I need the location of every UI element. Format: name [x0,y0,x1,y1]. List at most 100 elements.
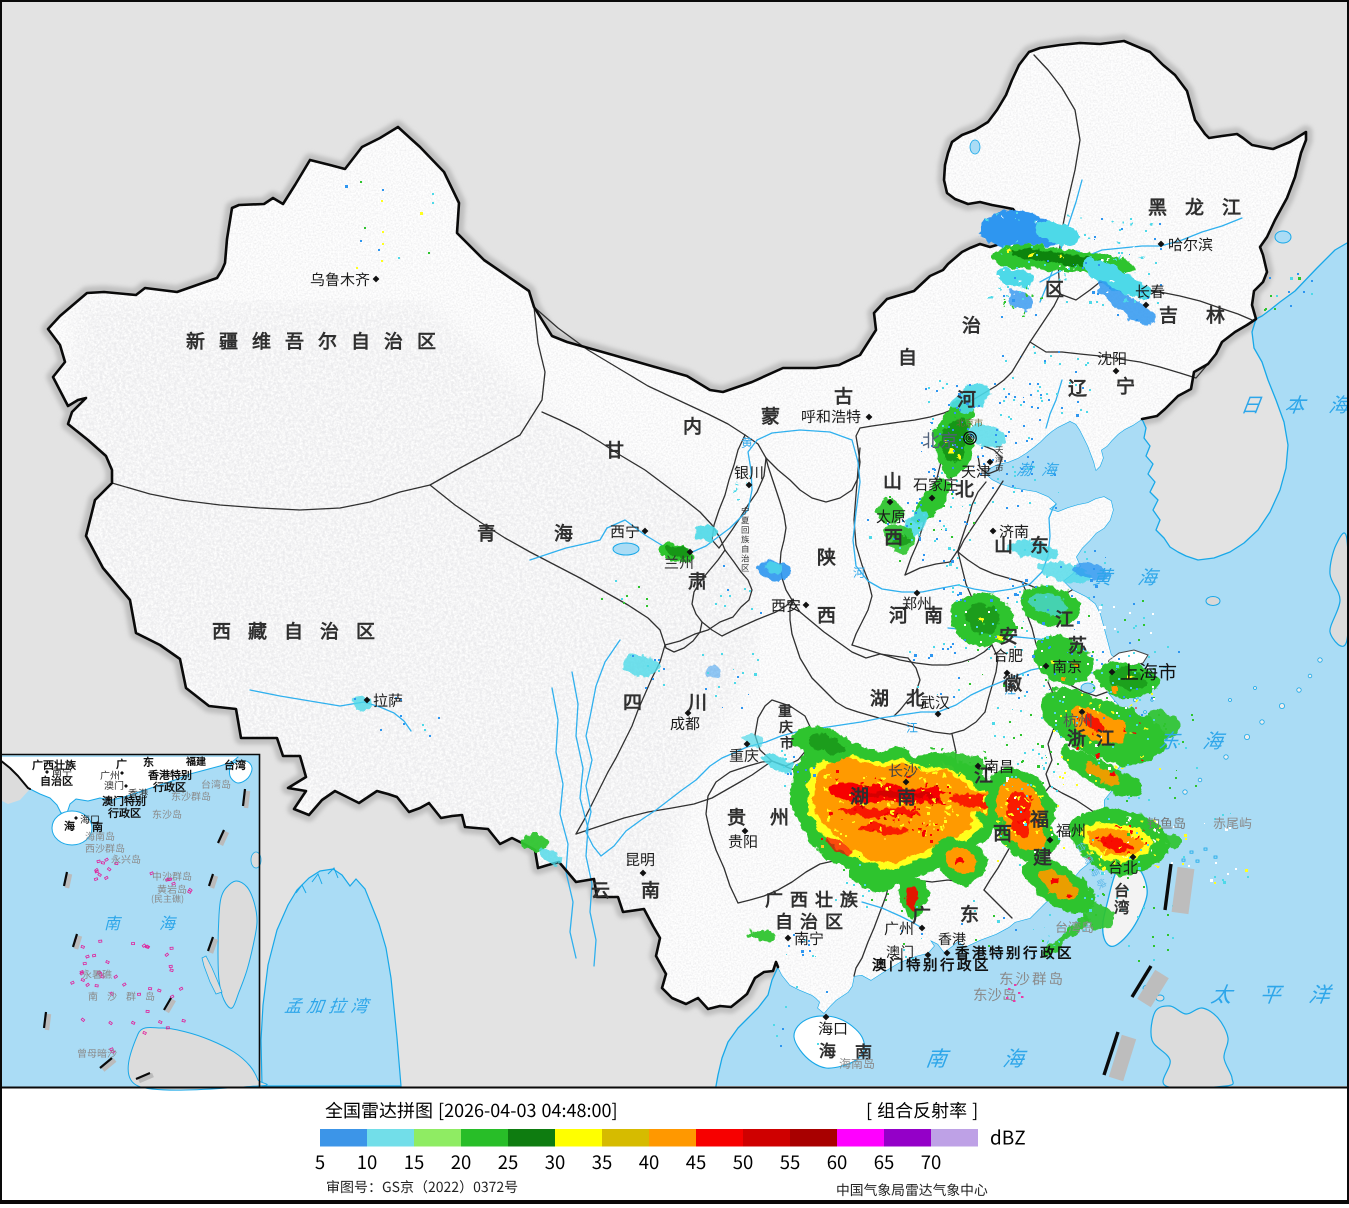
svg-text:石家庄: 石家庄 [913,474,958,495]
svg-text:自治区: 自治区 [775,908,850,934]
svg-text:治: 治 [741,553,750,565]
svg-text:湖: 湖 [850,782,869,809]
svg-text:黄岩岛: 黄岩岛 [157,881,187,896]
svg-text:中国气象局雷达气象中心: 中国气象局雷达气象中心 [836,1179,988,1199]
svg-text:东: 东 [143,754,154,770]
svg-text:新疆维吾尔自治区: 新疆维吾尔自治区 [186,327,450,354]
svg-text:川: 川 [687,688,707,715]
svg-text:自: 自 [741,543,750,555]
svg-text:南: 南 [897,783,916,810]
svg-text:南宁: 南宁 [52,764,72,779]
svg-text:台湾岛: 台湾岛 [1055,917,1094,936]
svg-text:湖: 湖 [870,684,889,711]
svg-text:太原: 太原 [876,506,906,527]
svg-text:55: 55 [780,1149,801,1175]
svg-text:北: 北 [955,475,974,502]
svg-text:南海: 南海 [924,1043,1082,1073]
svg-text:拉萨: 拉萨 [373,690,403,711]
svg-text:林: 林 [1206,301,1225,328]
svg-text:30: 30 [545,1149,566,1175]
svg-text:福: 福 [1029,805,1049,832]
svg-text:渤海: 渤海 [1015,459,1068,480]
svg-text:广: 广 [912,901,931,928]
svg-text:州: 州 [770,803,789,830]
svg-text:5: 5 [315,1149,325,1175]
svg-text:45: 45 [686,1149,707,1175]
svg-text:西: 西 [817,601,836,628]
svg-text:60: 60 [827,1149,848,1175]
svg-text:蒙: 蒙 [761,402,780,429]
svg-text:山: 山 [994,531,1013,558]
svg-text:北京市: 北京市 [956,416,983,429]
svg-text:南沙群岛: 南沙群岛 [88,988,164,1003]
svg-text:云: 云 [591,876,610,903]
svg-text:庆: 庆 [778,717,793,737]
svg-text:北京: 北京 [922,427,958,453]
svg-text:市: 市 [995,462,1004,474]
svg-text:江: 江 [1004,681,1016,698]
svg-text:全国雷达拼图 [2026-04-03 04:48:00]: 全国雷达拼图 [2026-04-03 04:48:00] [325,1097,618,1123]
svg-text:太平洋: 太平洋 [1209,979,1349,1009]
svg-text:中沙群岛: 中沙群岛 [152,868,192,883]
svg-text:10: 10 [357,1149,378,1175]
svg-text:内: 内 [683,412,702,439]
svg-text:乌鲁木齐: 乌鲁木齐 [310,269,370,290]
svg-text:东沙群岛: 东沙群岛 [171,788,211,803]
svg-text:70: 70 [921,1149,942,1175]
svg-text:20: 20 [451,1149,472,1175]
svg-text:建: 建 [1033,843,1052,870]
svg-text:上海市: 上海市 [1120,658,1177,685]
svg-text:宁: 宁 [1116,372,1135,399]
svg-text:族: 族 [741,534,750,546]
svg-text:津: 津 [995,453,1004,465]
svg-text:永兴岛: 永兴岛 [111,851,141,866]
svg-text:东沙岛: 东沙岛 [973,984,1017,1005]
svg-text:黄: 黄 [741,434,753,451]
svg-text:甘: 甘 [605,436,624,463]
svg-text:西沙群岛: 西沙群岛 [85,840,125,855]
svg-text:长春: 长春 [1135,281,1165,302]
svg-text:孟加拉湾: 孟加拉湾 [283,992,374,1017]
svg-text:赤尾屿: 赤尾屿 [1213,813,1252,832]
svg-text:治: 治 [962,311,981,338]
svg-text:昆明: 昆明 [625,849,655,870]
svg-text:西: 西 [884,523,903,550]
svg-text:15: 15 [404,1149,425,1175]
svg-text:西藏自治区: 西藏自治区 [212,617,392,644]
svg-text:肃: 肃 [688,567,707,594]
svg-text:曾母暗沙: 曾母暗沙 [77,1045,117,1060]
svg-text:海南岛: 海南岛 [85,828,115,843]
svg-text:海口: 海口 [80,811,100,826]
svg-text:河: 河 [889,601,908,628]
svg-text:dBZ: dBZ [990,1124,1026,1151]
svg-text:重庆: 重庆 [729,745,759,766]
svg-text:广州: 广州 [100,767,120,782]
svg-text:东沙群岛: 东沙群岛 [999,968,1065,989]
svg-text:福建: 福建 [185,753,207,768]
svg-text:行政区: 行政区 [107,805,141,821]
svg-text:南: 南 [641,876,660,903]
svg-text:东沙岛: 东沙岛 [152,806,182,821]
svg-text:自: 自 [898,343,917,370]
svg-text:江: 江 [1055,605,1074,632]
svg-text:郑州: 郑州 [902,593,932,614]
svg-text:济南: 济南 [999,521,1029,542]
svg-text:天: 天 [995,444,1004,456]
svg-text:广西壮族: 广西壮族 [765,886,865,912]
svg-text:呼和浩特: 呼和浩特 [801,406,861,427]
svg-text:海南岛: 海南岛 [839,1055,875,1072]
svg-text:河: 河 [853,564,865,581]
svg-text:东: 东 [960,900,979,927]
svg-text:合肥: 合肥 [993,645,1023,666]
svg-text:广西壮族: 广西壮族 [32,757,77,773]
svg-text:回: 回 [741,524,750,536]
svg-text:海: 海 [64,818,75,834]
svg-text:海口: 海口 [818,1018,848,1039]
svg-text:区: 区 [741,562,750,574]
svg-text:长沙: 长沙 [888,760,918,781]
svg-text:35: 35 [592,1149,613,1175]
svg-text:西安: 西安 [771,595,801,616]
svg-text:浙: 浙 [1067,724,1086,751]
svg-text:河: 河 [957,385,976,412]
svg-text:香港特别: 香港特别 [147,767,192,783]
